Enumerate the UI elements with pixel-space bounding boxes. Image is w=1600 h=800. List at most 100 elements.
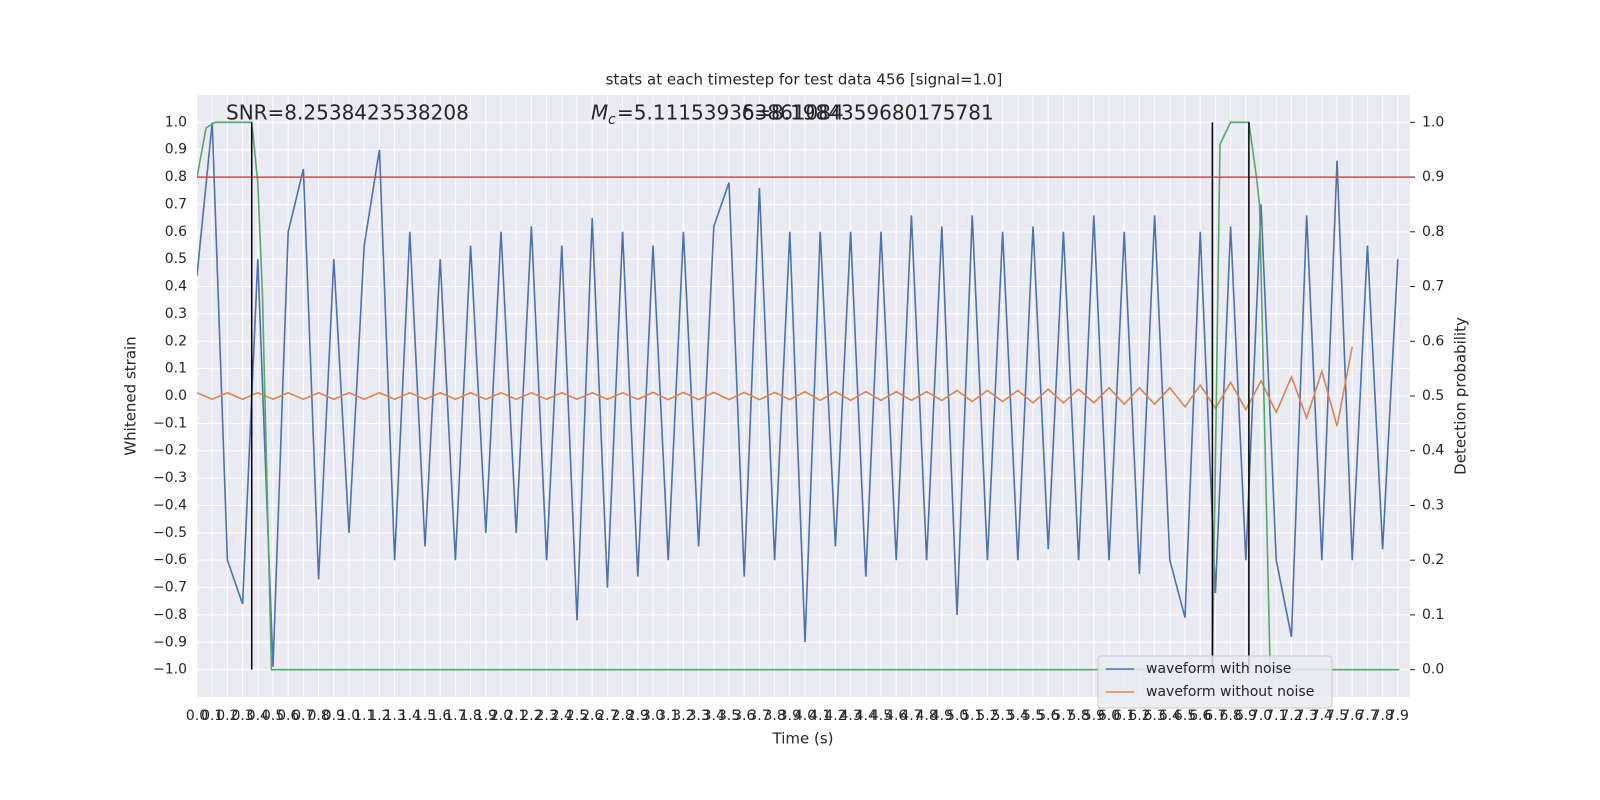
x-tick-label: 6.4 bbox=[1159, 708, 1181, 724]
x-tick-label: 4.2 bbox=[824, 708, 846, 724]
y2-tick-label: 0.7 bbox=[1422, 279, 1444, 295]
y2-tick-label: 0.5 bbox=[1422, 388, 1444, 404]
x-tick-label: 5.4 bbox=[1007, 708, 1029, 724]
y-tick-label: −0.8 bbox=[153, 607, 187, 623]
y-tick-label: 0.7 bbox=[165, 196, 187, 212]
y2-tick-label: 0.2 bbox=[1422, 552, 1444, 568]
x-tick-label: 1.0 bbox=[338, 708, 360, 724]
x-tick-label: 2.6 bbox=[581, 708, 603, 724]
x-tick-label: 0.5 bbox=[262, 708, 284, 724]
x-tick-label: 5.1 bbox=[961, 708, 983, 724]
x-tick-label: 1.8 bbox=[459, 708, 481, 724]
y-tick-label: 0.4 bbox=[165, 279, 187, 295]
x-tick-label: 5.8 bbox=[1067, 708, 1089, 724]
x-tick-label: 1.5 bbox=[414, 708, 436, 724]
x-tick-label: 7.6 bbox=[1341, 708, 1363, 724]
x-tick-label: 6.3 bbox=[1143, 708, 1165, 724]
y-tick-label: 0.9 bbox=[165, 142, 187, 158]
x-tick-label: 3.9 bbox=[779, 708, 801, 724]
annotation: δ=8.1984359680175781 bbox=[742, 101, 994, 125]
x-tick-label: 1.7 bbox=[444, 708, 466, 724]
x-tick-label: 2.1 bbox=[505, 708, 527, 724]
x-tick-label: 2.5 bbox=[566, 708, 588, 724]
x-tick-label: 0.8 bbox=[307, 708, 329, 724]
x-tick-label: 3.8 bbox=[763, 708, 785, 724]
x-tick-label: 4.1 bbox=[809, 708, 831, 724]
y-tick-label: 0.5 bbox=[165, 251, 187, 267]
legend-label: waveform without noise bbox=[1146, 684, 1314, 700]
x-tick-label: 3.3 bbox=[687, 708, 709, 724]
x-tick-label: 4.3 bbox=[839, 708, 861, 724]
y-tick-label: −0.3 bbox=[153, 470, 187, 486]
x-tick-label: 2.9 bbox=[627, 708, 649, 724]
x-tick-label: 1.2 bbox=[368, 708, 390, 724]
y-tick-label: −0.1 bbox=[153, 415, 187, 431]
x-tick-label: 4.9 bbox=[931, 708, 953, 724]
y-tick-label: −0.6 bbox=[153, 552, 187, 568]
x-tick-label: 1.1 bbox=[353, 708, 375, 724]
y2-tick-label: 0.4 bbox=[1422, 443, 1444, 459]
x-tick-label: 2.0 bbox=[490, 708, 512, 724]
y-tick-label: −0.2 bbox=[153, 443, 187, 459]
x-tick-label: 2.7 bbox=[596, 708, 618, 724]
x-tick-label: 5.5 bbox=[1022, 708, 1044, 724]
annotation: SNR=8.2538423538208 bbox=[226, 101, 469, 125]
y2-tick-label: 0.0 bbox=[1422, 662, 1444, 678]
x-tick-label: 7.2 bbox=[1280, 708, 1302, 724]
x-tick-label: 6.7 bbox=[1204, 708, 1226, 724]
x-tick-label: 7.1 bbox=[1265, 708, 1287, 724]
x-tick-label: 1.3 bbox=[383, 708, 405, 724]
x-tick-label: 3.5 bbox=[718, 708, 740, 724]
x-tick-label: 2.4 bbox=[551, 708, 573, 724]
x-tick-label: 7.4 bbox=[1311, 708, 1333, 724]
x-tick-label: 5.3 bbox=[991, 708, 1013, 724]
x-tick-label: 5.0 bbox=[946, 708, 968, 724]
x-tick-label: 6.5 bbox=[1174, 708, 1196, 724]
annotation-symbol: M bbox=[591, 101, 608, 125]
y-tick-label: 1.0 bbox=[165, 114, 187, 130]
legend-label: waveform with noise bbox=[1146, 661, 1291, 677]
y2-tick-label: 0.6 bbox=[1422, 333, 1444, 349]
y2-axis-label: Detection probability bbox=[1452, 317, 1470, 475]
x-tick-label: 6.2 bbox=[1128, 708, 1150, 724]
y-axis-label: Whitened strain bbox=[122, 336, 140, 455]
x-tick-label: 5.9 bbox=[1083, 708, 1105, 724]
x-tick-label: 2.8 bbox=[611, 708, 633, 724]
y-tick-label: −1.0 bbox=[153, 662, 187, 678]
y2-tick-label: 0.8 bbox=[1422, 224, 1444, 240]
y-tick-label: 0.8 bbox=[165, 169, 187, 185]
series-line bbox=[197, 346, 1354, 427]
x-tick-label: 6.6 bbox=[1189, 708, 1211, 724]
x-tick-label: 4.8 bbox=[915, 708, 937, 724]
x-tick-label: 4.5 bbox=[870, 708, 892, 724]
x-tick-label: 2.3 bbox=[535, 708, 557, 724]
x-tick-label: 0.6 bbox=[277, 708, 299, 724]
y2-tick-label: 0.9 bbox=[1422, 169, 1444, 185]
x-tick-label: 7.0 bbox=[1250, 708, 1272, 724]
x-tick-label: 3.2 bbox=[672, 708, 694, 724]
x-tick-label: 6.1 bbox=[1113, 708, 1135, 724]
x-tick-label: 3.1 bbox=[657, 708, 679, 724]
x-tick-label: 5.2 bbox=[976, 708, 998, 724]
y-tick-label: 0.1 bbox=[165, 361, 187, 377]
x-tick-label: 0.1 bbox=[201, 708, 223, 724]
x-tick-label: 1.6 bbox=[429, 708, 451, 724]
x-tick-label: 1.4 bbox=[399, 708, 421, 724]
x-tick-label: 0.9 bbox=[323, 708, 345, 724]
chart-title: stats at each timestep for test data 456… bbox=[606, 71, 1003, 89]
x-tick-label: 7.3 bbox=[1296, 708, 1318, 724]
x-tick-label: 7.7 bbox=[1356, 708, 1378, 724]
y2-tick-label: 1.0 bbox=[1422, 114, 1444, 130]
annotation: =5.111539363861084 bbox=[617, 101, 844, 125]
x-tick-label: 0.3 bbox=[231, 708, 253, 724]
x-tick-label: 7.8 bbox=[1372, 708, 1394, 724]
y-tick-label: 0.6 bbox=[165, 224, 187, 240]
x-tick-label: 3.6 bbox=[733, 708, 755, 724]
x-tick-label: 3.4 bbox=[703, 708, 725, 724]
x-tick-label: 6.0 bbox=[1098, 708, 1120, 724]
x-tick-label: 2.2 bbox=[520, 708, 542, 724]
x-tick-label: 0.7 bbox=[292, 708, 314, 724]
y-tick-label: 0.2 bbox=[165, 333, 187, 349]
x-tick-label: 6.8 bbox=[1220, 708, 1242, 724]
